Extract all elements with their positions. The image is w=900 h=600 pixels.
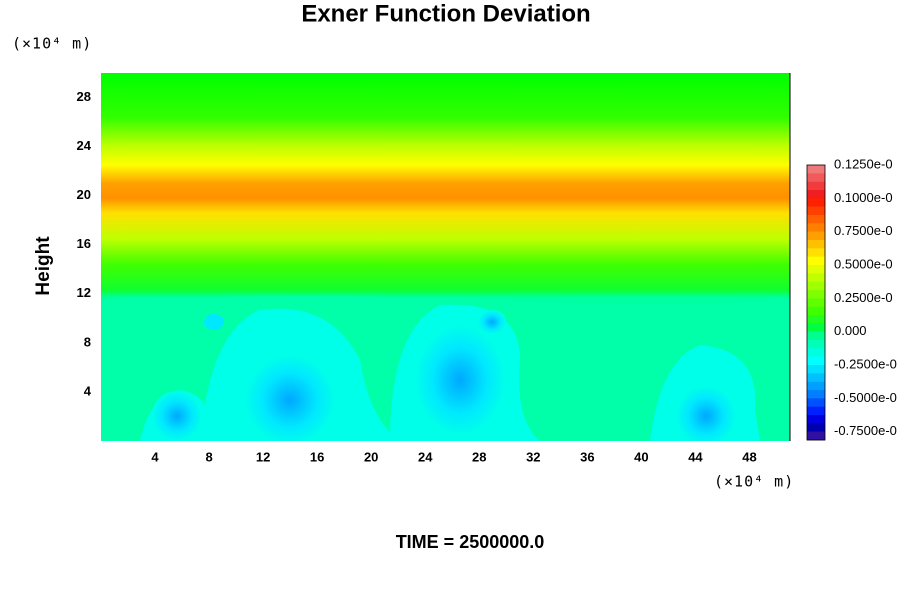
colorbar-swatch xyxy=(807,173,825,182)
colorbar-swatch xyxy=(807,190,825,199)
colorbar-label: 0.000 xyxy=(834,323,867,338)
colorbar-swatch xyxy=(807,256,825,266)
footer: TIME = 2500000.0 xyxy=(396,532,545,552)
colorbar-swatch xyxy=(807,415,825,424)
colorbar-label: 0.7500e-0 xyxy=(834,223,893,238)
colorbar-swatch xyxy=(807,365,825,374)
colorbar-swatch xyxy=(807,223,825,232)
colorbar-swatch xyxy=(807,331,825,341)
colorbar-label: 0.1250e-0 xyxy=(834,156,893,171)
colorbar-swatch xyxy=(807,315,825,324)
y-tick-label: 28 xyxy=(77,89,91,104)
colorbar-swatch xyxy=(807,240,825,249)
colorbar-swatch xyxy=(807,390,825,399)
y-axis-label: Height xyxy=(33,236,54,296)
x-tick-label: 20 xyxy=(364,449,378,464)
colorbar-label: 0.2500e-0 xyxy=(834,290,893,305)
y-tick-label: 4 xyxy=(84,383,92,398)
colorbar-swatch xyxy=(807,381,825,391)
colorbar-swatch xyxy=(807,298,825,307)
colorbar-swatch xyxy=(807,281,825,291)
x-tick-label: 8 xyxy=(205,449,212,464)
x-tick-label: 32 xyxy=(526,449,540,464)
colorbar-swatch xyxy=(807,181,825,191)
colorbar-swatch xyxy=(807,206,825,216)
colorbar-swatch xyxy=(807,406,825,416)
colorbar-label: -0.7500e-0 xyxy=(834,423,897,438)
colorbar-swatch xyxy=(807,215,825,224)
colorbar-swatch xyxy=(807,248,825,257)
x-unit: (×10⁴ m) xyxy=(714,473,794,491)
colorbar-label: -0.2500e-0 xyxy=(834,356,897,371)
colorbar-swatch xyxy=(807,356,825,366)
contour-field xyxy=(101,73,790,441)
x-tick-label: 28 xyxy=(472,449,486,464)
x-tick-label: 48 xyxy=(742,449,756,464)
x-tick-label: 4 xyxy=(151,449,159,464)
colorbar-swatch xyxy=(807,273,825,282)
x-tick-label: 40 xyxy=(634,449,648,464)
colorbar-label: 0.5000e-0 xyxy=(834,256,893,271)
colorbar-swatch xyxy=(807,373,825,382)
y-tick-label: 24 xyxy=(77,138,92,153)
colorbar-border xyxy=(806,164,826,441)
chart-title: Exner Function Deviation xyxy=(301,0,590,27)
colorbar-swatch xyxy=(807,431,825,441)
x-tick-label: 44 xyxy=(688,449,703,464)
colorbar-swatch xyxy=(807,231,825,241)
colorbar-swatch xyxy=(807,306,825,316)
y-unit: (×10⁴ m) xyxy=(12,35,92,53)
colorbar-swatch xyxy=(807,323,825,332)
y-tick-label: 20 xyxy=(77,187,91,202)
y-tick-label: 16 xyxy=(77,236,91,251)
colorbar-swatch xyxy=(807,165,825,174)
colorbar-swatch xyxy=(807,198,825,207)
x-tick-label: 12 xyxy=(256,449,270,464)
colorbar-swatch xyxy=(807,340,825,349)
y-tick-label: 8 xyxy=(84,334,91,349)
x-tick-label: 36 xyxy=(580,449,594,464)
y-tick-label: 12 xyxy=(77,285,91,300)
x-tick-label: 24 xyxy=(418,449,433,464)
colorbar-swatch xyxy=(807,398,825,407)
colorbar-label: -0.5000e-0 xyxy=(834,390,897,405)
x-tick-label: 16 xyxy=(310,449,324,464)
colorbar-swatch xyxy=(807,290,825,299)
colorbar-label: 0.1000e-0 xyxy=(834,190,893,205)
colorbar-swatch xyxy=(807,423,825,432)
colorbar-swatch xyxy=(807,348,825,357)
colorbar-swatch xyxy=(807,265,825,274)
